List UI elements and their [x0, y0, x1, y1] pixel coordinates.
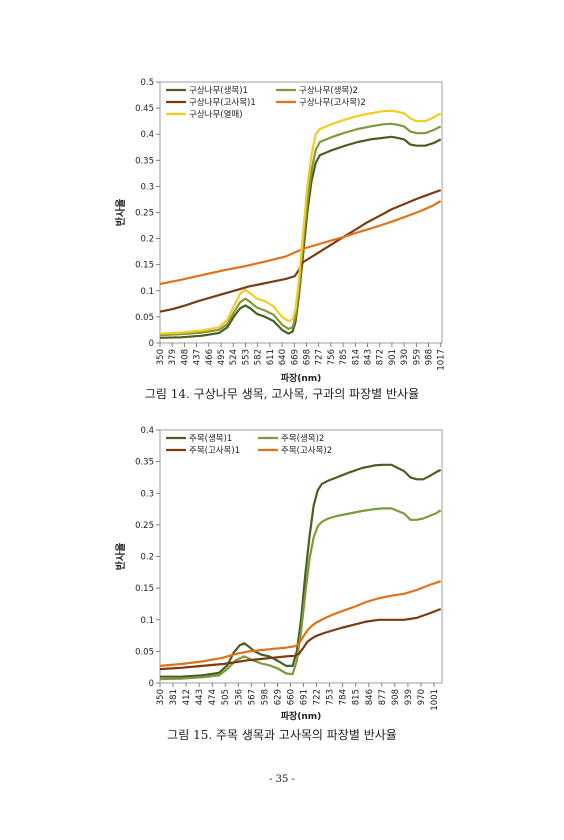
y-tick-label: 0.25 [135, 209, 154, 219]
x-tick-label: 727 [315, 349, 325, 365]
series-line-3 [159, 580, 442, 667]
y-tick-label: 0 [149, 679, 154, 689]
x-tick-label: 350 [156, 349, 166, 365]
legend-label: 주목(생목)1 [189, 433, 232, 444]
caption-fig14: 그림 14. 구상나무 생목, 고사목, 구과의 파장별 반사율 [144, 387, 420, 401]
y-tick-label: 0.15 [135, 584, 154, 594]
x-tick-label: 814 [351, 349, 361, 365]
y-tick-label: 0.3 [140, 489, 154, 499]
y-tick-label: 0.1 [140, 287, 154, 297]
y-tick-label: 0.3 [140, 182, 154, 192]
x-tick-label: 660 [286, 689, 296, 705]
y-tick-label: 0.45 [135, 104, 154, 114]
x-tick-label: 443 [195, 689, 205, 705]
legend-label: 주목(고사목)2 [281, 446, 332, 456]
x-tick-label: 846 [365, 689, 375, 705]
y-tick-label: 0.2 [140, 235, 154, 245]
x-tick-label: 815 [352, 689, 362, 705]
legend-label: 구상나무(고사목)1 [189, 97, 256, 108]
x-tick-label: 785 [339, 349, 349, 365]
series-line-0 [159, 135, 442, 339]
x-tick-label: 959 [412, 349, 422, 365]
x-tick-label: 582 [254, 349, 264, 365]
x-tick-label: 598 [260, 689, 270, 705]
y-tick-label: 0.4 [140, 426, 154, 436]
legend-label: 주목(생목)2 [281, 433, 324, 444]
x-tick-label: 524 [229, 349, 239, 365]
legend-label: 구상나무(열매) [189, 109, 243, 120]
series-line-0 [160, 463, 442, 678]
x-tick-label: 536 [234, 689, 244, 705]
x-tick-label: 1017 [437, 349, 447, 371]
x-tick-label: 877 [378, 689, 388, 705]
caption-fig15: 그림 15. 주목 생목과 고사목의 파장별 반사율 [167, 728, 397, 742]
legend-label: 구상나무(고사목)2 [299, 97, 366, 108]
series-line-2 [159, 607, 442, 671]
series-line-1 [159, 507, 442, 681]
x-tick-label: 939 [404, 689, 414, 705]
x-tick-label: 872 [376, 349, 386, 365]
x-tick-label: 930 [400, 349, 410, 365]
x-tick-label: 629 [273, 689, 283, 705]
x-tick-label: 466 [205, 349, 215, 365]
y-tick-label: 0.05 [135, 647, 154, 657]
x-tick-label: 412 [182, 689, 192, 705]
x-tick-label: 553 [241, 349, 251, 365]
x-tick-label: 669 [290, 349, 300, 365]
x-tick-label: 408 [180, 349, 190, 365]
x-tick-label: 379 [168, 349, 178, 365]
x-tick-label: 691 [300, 689, 310, 705]
chart-fig15: 0 0.05 0.1 0.15 0.2 0.25 0.3 0.35 0.4 350 381 412 44… [114, 426, 443, 722]
x-tick-label: 640 [278, 349, 288, 365]
y-tick-label: 0.15 [135, 261, 154, 271]
x-tick-label: 1001 [430, 689, 440, 711]
x-tick-label: 784 [339, 689, 349, 705]
page-number: - 35 - [269, 774, 295, 785]
y-tick-label: 0.1 [140, 616, 154, 626]
series-line-4 [159, 109, 442, 335]
y-tick-label: 0.35 [135, 156, 154, 166]
x-axis-label: 파장(nm) [281, 372, 322, 384]
legend-label: 구상나무(생목)2 [299, 85, 358, 96]
y-tick-label: 0 [149, 339, 154, 349]
series-line-2 [159, 189, 442, 313]
y-tick-label: 0.5 [140, 78, 154, 88]
x-tick-label: 495 [217, 349, 227, 365]
x-tick-label: 698 [302, 349, 312, 365]
plot-area [159, 81, 443, 344]
legend-label: 구상나무(생목)1 [189, 85, 248, 96]
x-tick-label: 381 [169, 689, 179, 705]
y-tick-label: 0.4 [140, 130, 154, 140]
y-axis-label: 반사율 [114, 543, 127, 571]
x-tick-label: 756 [327, 349, 337, 365]
x-tick-label: 505 [221, 689, 231, 705]
x-tick-label: 722 [313, 689, 323, 705]
x-tick-label: 567 [247, 689, 257, 705]
y-tick-label: 0.05 [135, 313, 154, 323]
series-line-3 [159, 200, 442, 286]
y-tick-label: 0.2 [140, 553, 154, 563]
x-tick-label: 843 [364, 349, 374, 365]
y-tick-label: 0.25 [135, 521, 154, 531]
chart-fig14: 0 0.05 0.1 0.15 0.2 0.25 0.3 0.35 0.4 0.45 0.5 350 3… [114, 78, 447, 384]
x-tick-label: 611 [266, 349, 276, 365]
x-tick-label: 753 [326, 689, 336, 705]
x-axis-label: 파장(nm) [281, 710, 322, 722]
x-tick-label: 970 [417, 689, 427, 705]
x-tick-label: 901 [388, 349, 398, 365]
y-axis-label: 반사율 [114, 199, 127, 227]
x-tick-label: 908 [391, 689, 401, 705]
legend-label: 주목(고사목)1 [189, 446, 240, 456]
x-tick-label: 988 [425, 349, 435, 365]
x-tick-label: 350 [156, 689, 166, 705]
y-tick-label: 0.35 [135, 458, 154, 468]
x-tick-label: 474 [208, 689, 218, 705]
series-line-1 [159, 122, 442, 337]
x-tick-label: 437 [193, 349, 203, 365]
